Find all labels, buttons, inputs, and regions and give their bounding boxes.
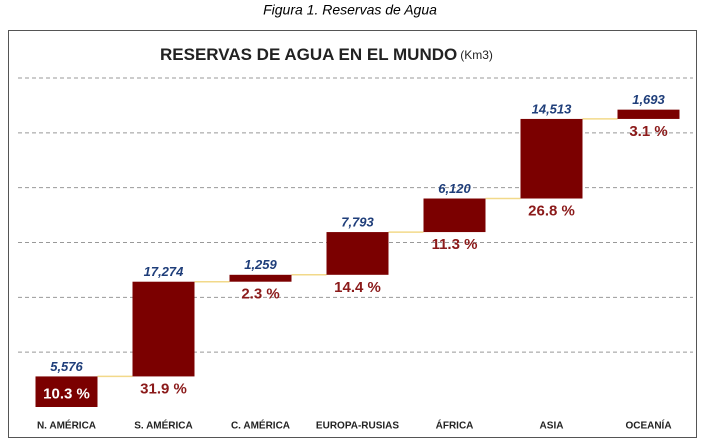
figure-caption: Figura 1. Reservas de Agua	[263, 2, 437, 18]
percent-label: 26.8 %	[528, 202, 575, 219]
bar	[423, 198, 486, 233]
percent-label: 10.3 %	[43, 386, 90, 403]
bar	[35, 376, 98, 407]
x-tick-label: OCEANÍA	[625, 419, 671, 432]
bar	[617, 109, 680, 119]
value-label: 14,513	[532, 101, 573, 116]
value-label: 7,793	[341, 215, 374, 230]
chart-title: RESERVAS DE AGUA EN EL MUNDO (Km3)	[160, 45, 493, 64]
percent-label: 31.9 %	[140, 380, 187, 397]
x-tick-label: C. AMÉRICA	[231, 419, 290, 432]
value-label: 6,120	[438, 181, 471, 196]
value-label: 1,259	[244, 257, 277, 272]
x-tick-label: N. AMÉRICA	[37, 419, 96, 432]
x-tick-label: S. AMÉRICA	[134, 419, 193, 432]
title-text: RESERVAS DE AGUA EN EL MUNDO	[160, 45, 457, 64]
percent-label: 3.1 %	[629, 123, 667, 140]
percent-label: 2.3 %	[241, 286, 279, 303]
x-tick-label: ÁFRICA	[436, 419, 474, 432]
percent-label: 11.3 %	[432, 236, 478, 253]
value-label: 17,274	[144, 264, 185, 279]
title-unit: (Km3)	[460, 48, 493, 62]
x-tick-label: EUROPA-RUSIAS	[316, 421, 399, 432]
x-tick-label: ASIA	[540, 421, 564, 432]
bar	[132, 281, 195, 377]
bar	[326, 232, 389, 275]
bar	[229, 274, 292, 282]
value-label: 5,576	[50, 359, 83, 374]
percent-label: 14.4 %	[334, 279, 381, 296]
value-label: 1,693	[632, 92, 665, 107]
bar	[520, 118, 583, 199]
